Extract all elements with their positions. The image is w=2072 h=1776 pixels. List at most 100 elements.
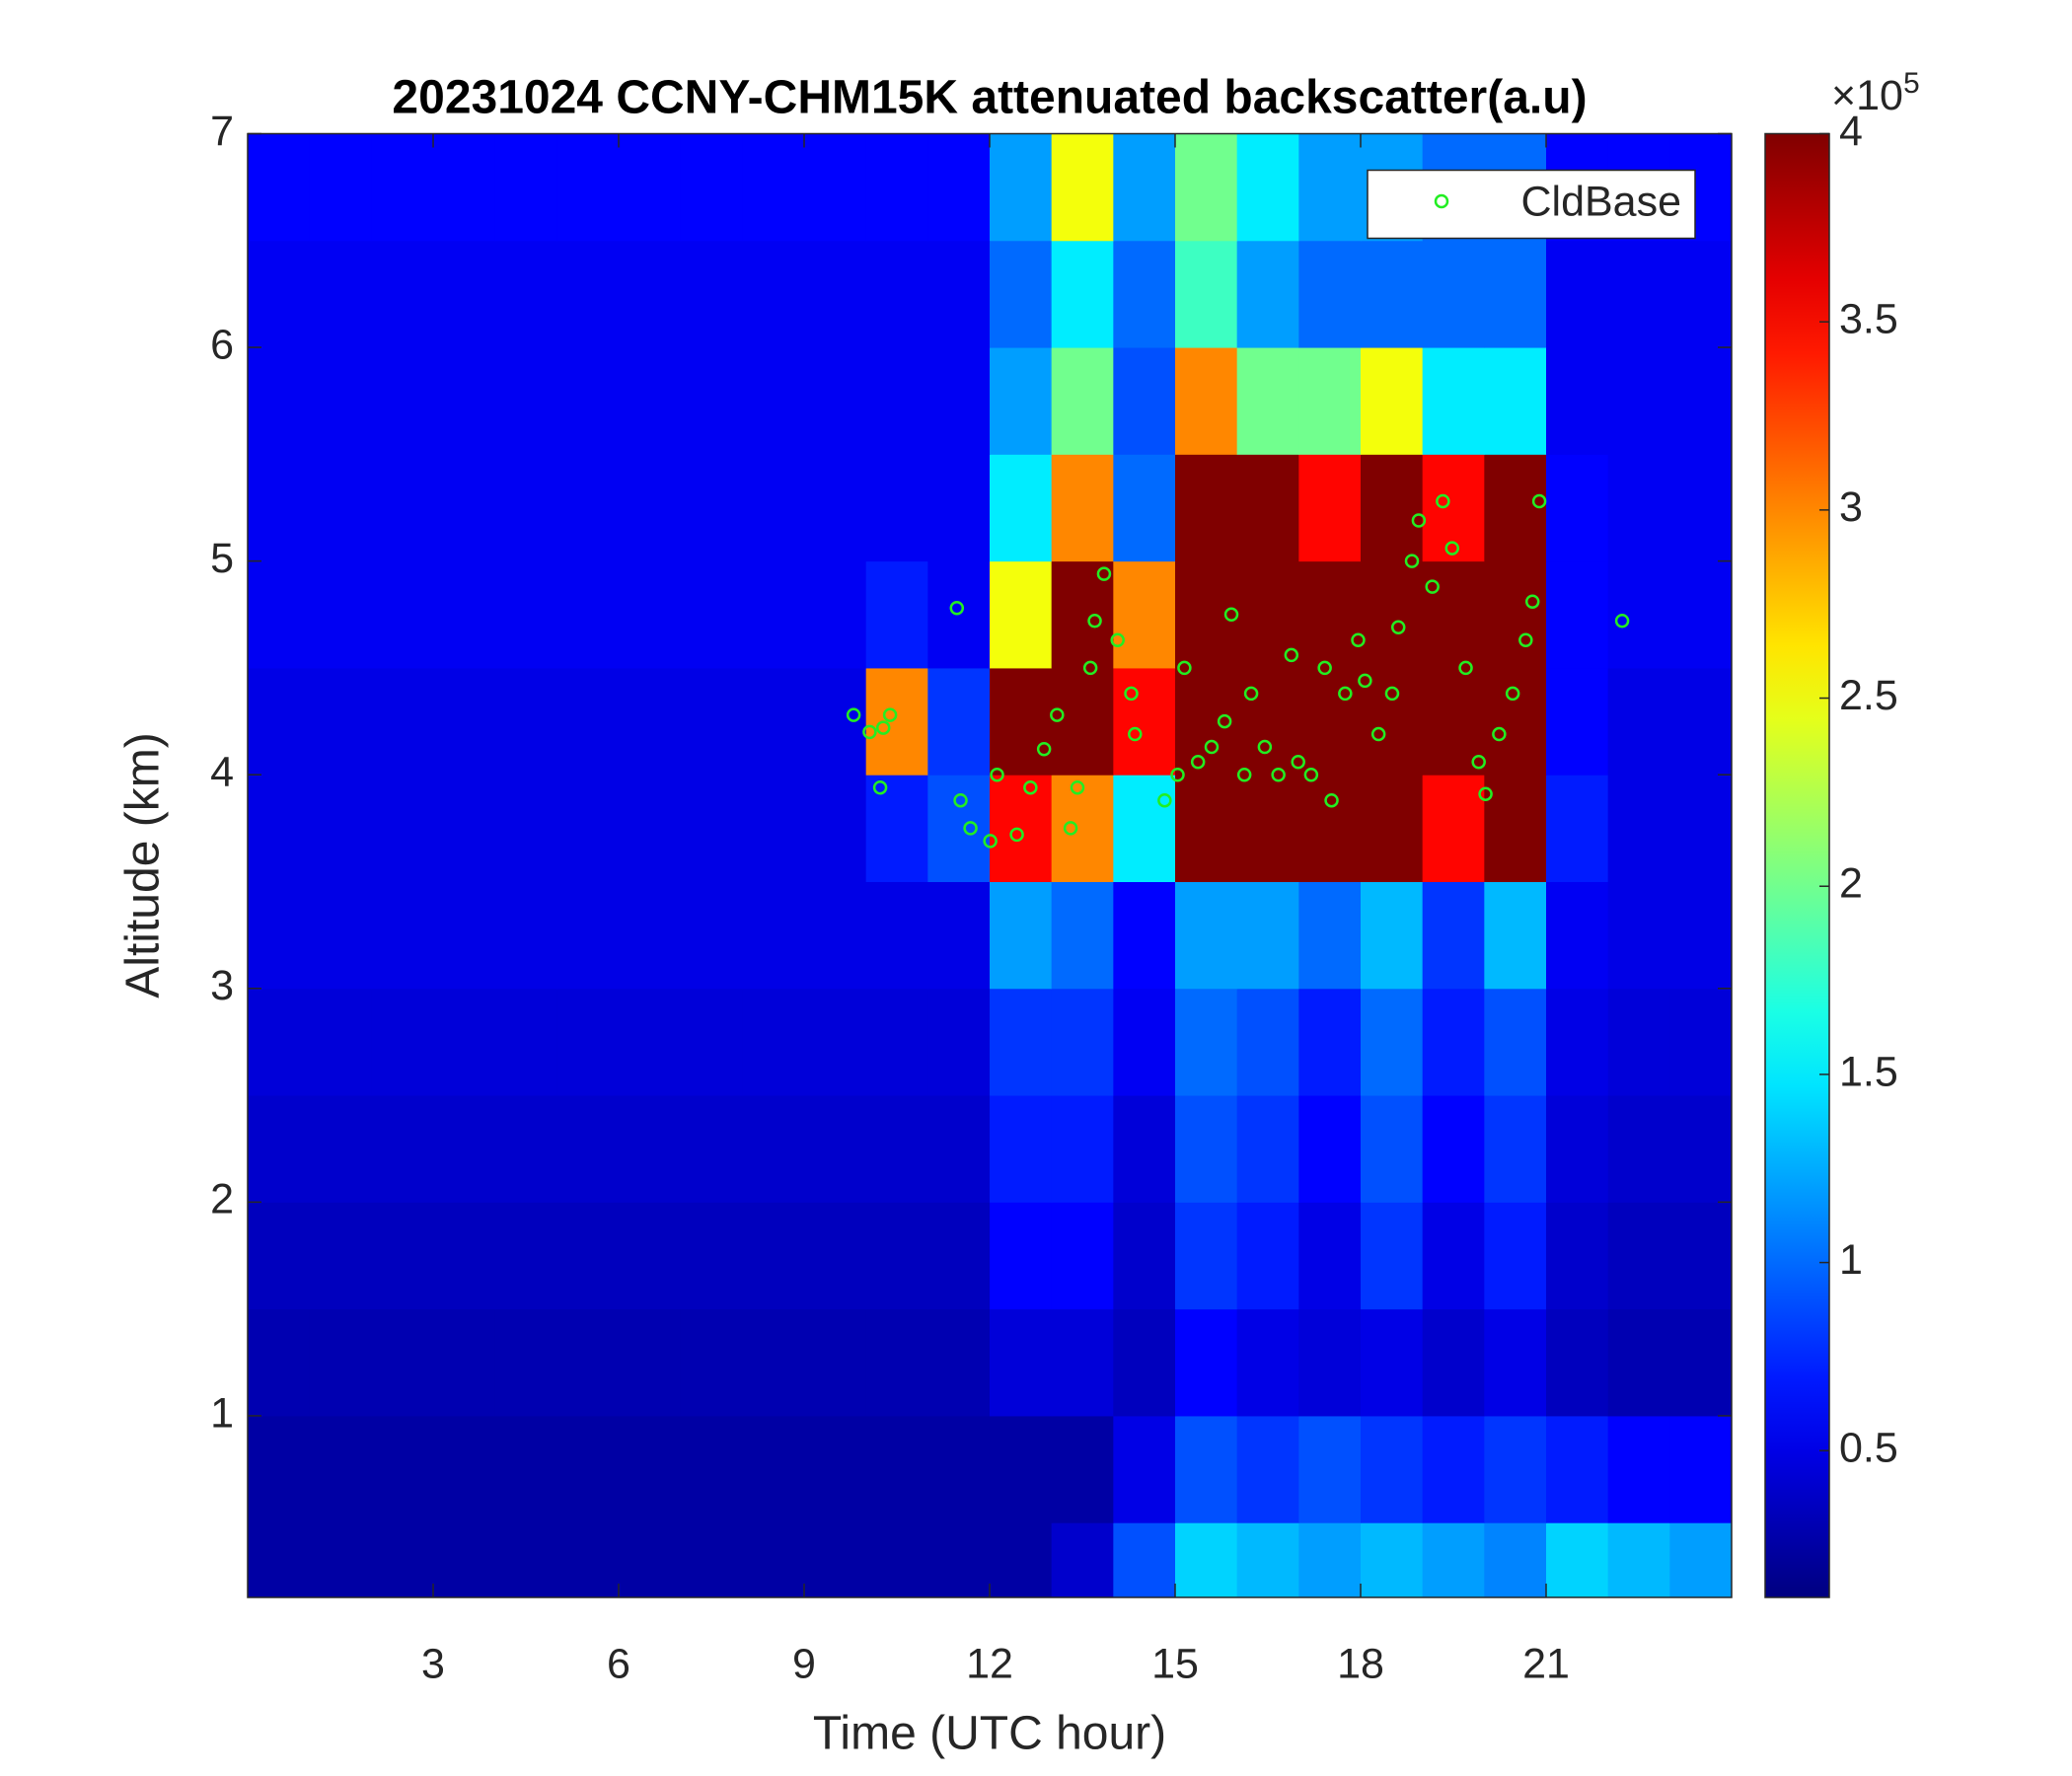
heatmap-cell [433, 1415, 496, 1523]
heatmap-cell [556, 133, 620, 242]
heatmap-cell [1669, 1522, 1732, 1597]
heatmap-cell [309, 560, 372, 669]
heatmap-cell [371, 775, 434, 882]
heatmap-cell [619, 240, 682, 348]
cloud-base-point [1390, 620, 1406, 635]
heatmap-cell [1175, 133, 1238, 242]
heatmap-cell [433, 133, 496, 242]
heatmap-cell [248, 240, 311, 348]
heatmap-cell [556, 775, 620, 882]
cloud-base-point [1128, 726, 1143, 742]
heatmap-cell [309, 988, 372, 1096]
heatmap-cell [1546, 560, 1609, 669]
heatmap-cell [1422, 775, 1485, 882]
heatmap-cell [309, 1308, 372, 1417]
heatmap-cell [1236, 560, 1299, 669]
colorbar-tick-label: 1 [1839, 1236, 1863, 1284]
heatmap-cell [1484, 347, 1547, 455]
colorbar-tick-label: 3.5 [1839, 296, 1898, 343]
cloud-base-point [872, 779, 888, 795]
heatmap-cell [1113, 133, 1176, 242]
heatmap-cell [1484, 560, 1547, 669]
colorbar-exponent-label: ×105 [1831, 67, 1920, 119]
heatmap-cell [804, 988, 867, 1096]
heatmap-cell [1546, 988, 1609, 1096]
heatmap-cell [1175, 560, 1238, 669]
cloud-base-point [1050, 707, 1065, 722]
heatmap-cell [1669, 1202, 1732, 1310]
heatmap-cell [804, 775, 867, 882]
heatmap-cell [680, 881, 743, 990]
y-tick-label: 4 [210, 749, 234, 796]
heatmap-cell [556, 240, 620, 348]
heatmap-cell [1175, 1095, 1238, 1203]
heatmap-cell [1546, 1095, 1609, 1203]
heatmap-cell [1607, 1308, 1670, 1417]
heatmap-cell [1051, 881, 1114, 990]
heatmap-cell [927, 347, 991, 455]
heatmap-cell [248, 1095, 311, 1203]
heatmap-cell [1484, 881, 1547, 990]
heatmap-cell [248, 1522, 311, 1597]
heatmap-cell [804, 347, 867, 455]
heatmap-cell [990, 1522, 1053, 1597]
heatmap-cell [680, 1415, 743, 1523]
heatmap-cell [1607, 988, 1670, 1096]
cloud-base-point [1338, 686, 1353, 702]
heatmap-cell [1669, 881, 1732, 990]
heatmap-cell [1546, 454, 1609, 562]
cloud-base-point [1063, 821, 1078, 836]
heatmap-cell [433, 1308, 496, 1417]
heatmap-cell [1546, 240, 1609, 348]
heatmap-cell [1669, 1415, 1732, 1523]
heatmap-cell [1484, 667, 1547, 776]
y-tick-label: 7 [210, 108, 234, 155]
scatter-layer [846, 493, 1630, 849]
heatmap-cell [433, 1202, 496, 1310]
heatmap-cell [433, 560, 496, 669]
heatmap-cell [619, 1095, 682, 1203]
heatmap-cell [309, 454, 372, 562]
heatmap-cell [680, 560, 743, 669]
heatmap-cell [1175, 454, 1238, 562]
heatmap-cell [804, 1415, 867, 1523]
heatmap-cell [865, 133, 928, 242]
heatmap-cell [804, 454, 867, 562]
heatmap-cell [1298, 775, 1362, 882]
heatmap-cell [1051, 1308, 1114, 1417]
heatmap-cell [1051, 347, 1114, 455]
heatmap-cell [1546, 881, 1609, 990]
cloud-base-point [983, 834, 998, 849]
heatmap-cell [1298, 1415, 1362, 1523]
heatmap-cell [804, 1522, 867, 1597]
heatmap-cell [1484, 775, 1547, 882]
heatmap-cell [1422, 1202, 1485, 1310]
y-tick-label: 3 [210, 962, 234, 1009]
heatmap-cell [248, 775, 311, 882]
heatmap-cell [248, 988, 311, 1096]
heatmap-cell [1051, 988, 1114, 1096]
cloud-base-point [1257, 739, 1273, 755]
colorbar-tick-label: 4 [1839, 108, 1863, 155]
heatmap-cell [1236, 240, 1299, 348]
heatmap-cell [1484, 988, 1547, 1096]
cloud-base-point [1370, 726, 1386, 742]
cloud-base-point [1284, 647, 1299, 663]
heatmap-cell [680, 1202, 743, 1310]
heatmap-cell [1236, 775, 1299, 882]
heatmap-cell [1484, 1308, 1547, 1417]
cloud-base-point [1436, 493, 1450, 509]
heatmap-cell [1607, 881, 1670, 990]
heatmap-cell [865, 881, 928, 990]
heatmap-cell [248, 1415, 311, 1523]
heatmap-cell [1422, 454, 1485, 562]
cloud-base-point [1190, 754, 1206, 770]
heatmap-cell [1422, 560, 1485, 669]
heatmap-cell [433, 988, 496, 1096]
colorbar [1764, 132, 1830, 1598]
heatmap-cell [1113, 667, 1176, 776]
heatmap-cell [990, 667, 1053, 776]
cloud-base-point [1303, 767, 1319, 782]
heatmap-cell [1175, 347, 1238, 455]
heatmap-cell [1113, 775, 1176, 882]
